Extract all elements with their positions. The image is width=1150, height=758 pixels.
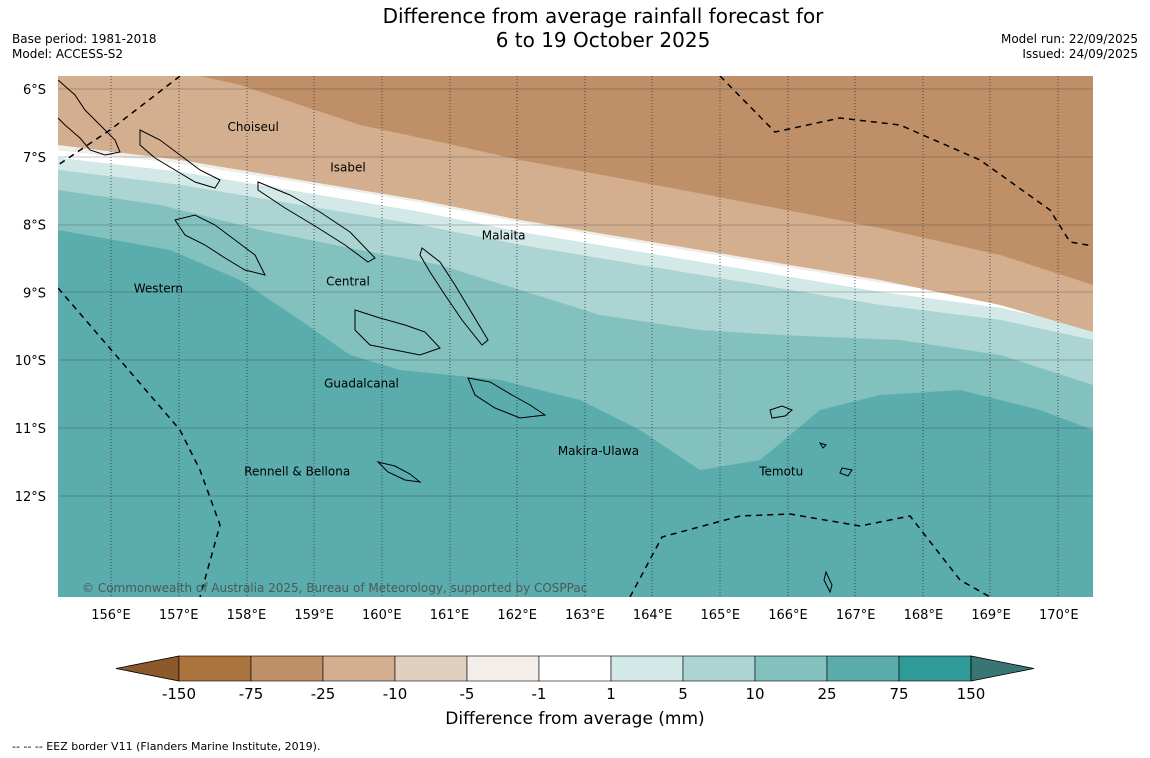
- lon-label: 162°E: [497, 608, 537, 623]
- colorbar-box: [250, 655, 324, 682]
- place-label: Western: [134, 281, 183, 295]
- lon-label: 166°E: [768, 608, 808, 623]
- place-label: Guadalcanal: [324, 376, 399, 390]
- place-label: Central: [326, 275, 370, 289]
- place-label: Malaita: [482, 229, 526, 243]
- colorbar-box: [754, 655, 828, 682]
- island-choiseul: [139, 129, 221, 189]
- colorbar-title: Difference from average (mm): [445, 709, 705, 729]
- meta-right: Model run: 22/09/2025 Issued: 24/09/2025: [1001, 32, 1138, 62]
- lat-label: 12°S: [15, 490, 46, 505]
- island-small-1: [818, 442, 827, 449]
- colorbar-box: [538, 655, 612, 682]
- colorbar-box: [898, 655, 972, 682]
- model-name: Model: ACCESS-S2: [12, 47, 124, 61]
- lat-label: 11°S: [15, 422, 46, 437]
- colorbar: -150 -75 -25 -10 -5 -1 1 5 10 25 75 150: [115, 655, 1035, 703]
- base-period: Base period: 1981-2018: [12, 32, 157, 46]
- colorbar-box: [394, 655, 468, 682]
- island-temotu: [769, 405, 793, 419]
- place-label: Isabel: [330, 161, 365, 175]
- model-run: Model run: 22/09/2025: [1000, 32, 1138, 46]
- meta-left: Base period: 1981-2018 Model: ACCESS-S2: [12, 32, 157, 62]
- colorbar-tick: -1: [532, 685, 547, 703]
- place-label: Makira-Ulawa: [558, 444, 639, 458]
- place-label: Temotu: [758, 464, 803, 478]
- lon-labels: 156°E 157°E 158°E 159°E 160°E 161°E 162°E 163°E…: [91, 608, 1078, 623]
- map-fields: Choiseul Isabel Malaita Central Western Guada…: [58, 76, 1093, 597]
- colorbar-box: [466, 655, 540, 682]
- lon-label: 159°E: [294, 608, 334, 623]
- lat-label: 10°S: [15, 354, 46, 369]
- lat-gridlines: [58, 88, 1093, 497]
- lat-labels: 6°S 7°S 8°S 9°S 10°S 11°S 12°S: [15, 83, 46, 505]
- colorbar-tick: 75: [889, 685, 908, 703]
- lon-label: 161°E: [430, 608, 470, 623]
- colorbar-tick: -10: [383, 685, 408, 703]
- island-small-3: [823, 570, 833, 594]
- colorbar-extend-high: [970, 655, 1035, 682]
- issued-date: Issued: 24/09/2025: [1022, 47, 1138, 61]
- colorbar-tick: -5: [460, 685, 475, 703]
- eez-borders: [58, 76, 1093, 597]
- colorbar-tick: 5: [678, 685, 688, 703]
- colorbar-tick: 10: [745, 685, 764, 703]
- lon-label: 167°E: [836, 608, 876, 623]
- colorbar-box: [682, 655, 756, 682]
- place-label: Choiseul: [228, 120, 279, 134]
- island-rennell: [376, 461, 422, 483]
- band-5-10: [58, 170, 1093, 385]
- place-label: Rennell & Bellona: [244, 464, 350, 478]
- lon-label: 160°E: [362, 608, 402, 623]
- eez-legend: -- -- -- EEZ border V11 (Flanders Marine…: [12, 740, 321, 753]
- colorbar-tick: 1: [606, 685, 616, 703]
- lon-label: 163°E: [565, 608, 605, 623]
- title-line-2: 6 to 19 October 2025: [495, 28, 711, 52]
- colorbar-box: [322, 655, 396, 682]
- copyright-text: © Commonwealth of Australia 2025, Bureau…: [82, 581, 587, 595]
- lat-label: 9°S: [23, 286, 46, 301]
- lon-label: 156°E: [91, 608, 131, 623]
- island-small-2: [839, 467, 853, 477]
- place-labels: Choiseul Isabel Malaita Central Western Guada…: [134, 120, 803, 478]
- colorbar-box: [178, 655, 252, 682]
- island-bougainville: [58, 79, 121, 156]
- lon-label: 169°E: [971, 608, 1011, 623]
- lon-label: 157°E: [159, 608, 199, 623]
- title-line-1: Difference from average rainfall forecas…: [382, 4, 824, 28]
- lat-label: 8°S: [23, 219, 46, 234]
- colorbar-box: [826, 655, 900, 682]
- islands: [58, 79, 853, 594]
- island-isabel: [257, 181, 376, 263]
- lat-label: 7°S: [23, 151, 46, 166]
- colorbar-tick: -25: [311, 685, 336, 703]
- band-1-5: [58, 158, 1093, 340]
- colorbar-box: [610, 655, 684, 682]
- island-new-georgia: [174, 214, 266, 276]
- colorbar-extend-low: [115, 655, 180, 682]
- island-malaita: [419, 247, 489, 346]
- lon-label: 158°E: [227, 608, 267, 623]
- colorbar-tick: 150: [957, 685, 986, 703]
- lon-label: 168°E: [904, 608, 944, 623]
- colorbar-tick: 25: [817, 685, 836, 703]
- map-title: Difference from average rainfall forecas…: [300, 4, 906, 52]
- band-minus1-1: [58, 150, 1093, 328]
- lon-label: 170°E: [1039, 608, 1079, 623]
- lat-label: 6°S: [23, 83, 46, 98]
- band-minus75-minus25: [200, 76, 1093, 285]
- band-10-25: [58, 190, 1093, 470]
- colorbar-tick: -75: [239, 685, 264, 703]
- lon-label: 164°E: [633, 608, 673, 623]
- lon-label: 165°E: [701, 608, 741, 623]
- colorbar-tick: -150: [162, 685, 196, 703]
- island-makira: [354, 309, 441, 356]
- island-guadalcanal: [467, 377, 547, 419]
